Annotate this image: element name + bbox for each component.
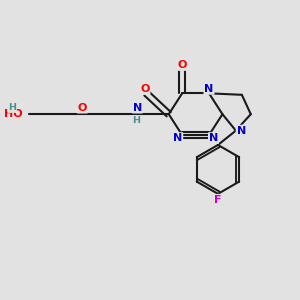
Text: O: O [178, 60, 187, 70]
Text: N: N [133, 103, 142, 112]
Text: N: N [237, 126, 246, 136]
Text: HO: HO [4, 109, 22, 119]
Text: H: H [8, 103, 16, 112]
Text: O: O [140, 84, 150, 94]
Text: N: N [173, 133, 182, 143]
Text: N: N [209, 133, 218, 143]
Text: H: H [132, 116, 140, 125]
Text: N: N [204, 84, 214, 94]
Text: O: O [78, 103, 87, 112]
Text: F: F [214, 195, 222, 205]
